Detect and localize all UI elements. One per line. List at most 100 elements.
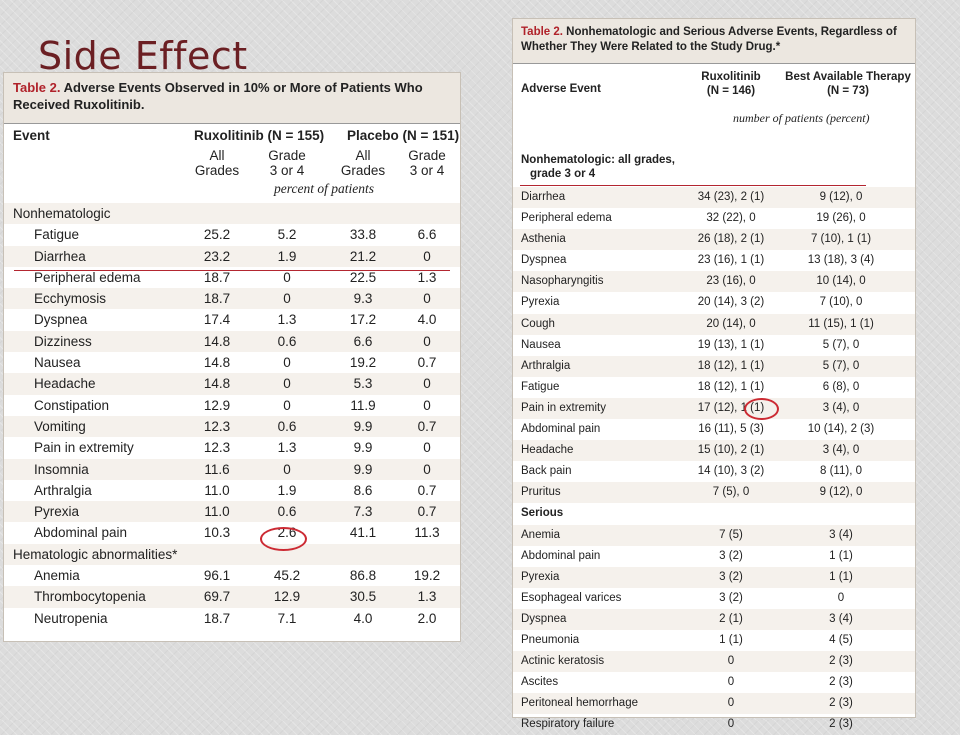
event-name: Asthenia xyxy=(521,233,566,246)
table-caption-text: Adverse Events Observed in 10% or More o… xyxy=(13,80,423,112)
cell-value: 0.7 xyxy=(417,504,437,520)
table-row: Neutropenia 18.7 7.1 4.0 2.0 xyxy=(4,608,460,629)
event-name: Thrombocytopenia xyxy=(34,589,146,605)
section-row-nonhematologic: Nonhematologic xyxy=(4,203,460,225)
table-row: Pruritus 7 (5), 0 9 (12), 0 xyxy=(513,482,915,504)
table-row: Nasopharyngitis 23 (16), 0 10 (14), 0 xyxy=(513,271,915,293)
table-row: Dyspnea 17.4 1.3 17.2 4.0 xyxy=(4,309,460,330)
cell-value: 0 xyxy=(283,461,291,477)
cell-value-ruxolitinib: 32 (22), 0 xyxy=(706,212,756,225)
cell-value-ruxolitinib: 0 xyxy=(727,718,735,731)
cell-value: 17.2 xyxy=(349,312,377,328)
event-name: Nausea xyxy=(521,338,561,351)
cell-value: 5.2 xyxy=(277,227,297,243)
cell-value-bat: 3 (4), 0 xyxy=(822,444,860,457)
cell-value-ruxolitinib: 0 xyxy=(727,655,735,668)
group2-name: Best Available Therapy xyxy=(785,71,911,83)
event-name: Headache xyxy=(521,444,574,457)
cell-value: 0.7 xyxy=(417,418,437,434)
table-body: Diarrhea 34 (23), 2 (1) 9 (12), 0 Periphera… xyxy=(513,187,915,735)
event-name: Pneumonia xyxy=(521,633,580,646)
table-row: Nausea 19 (13), 1 (1) 5 (7), 0 xyxy=(513,335,915,356)
cell-value: 5.3 xyxy=(353,376,373,392)
table-caption: Table 2. Adverse Events Observed in 10% … xyxy=(4,73,460,123)
cell-value-ruxolitinib: 7 (5) xyxy=(719,528,743,541)
cell-value: 11.0 xyxy=(204,504,230,520)
table-row: Respiratory failure 0 2 (3) xyxy=(513,714,915,735)
cell-value: 1.3 xyxy=(417,589,437,605)
group2-n: (N = 73) xyxy=(827,85,869,97)
event-name: Arthralgia xyxy=(34,482,92,498)
table-body: Nonhematologic Fatigue 25.2 5.2 33.8 6.6 Diarr… xyxy=(4,203,460,629)
cell-value: 9.3 xyxy=(353,291,373,307)
subcol-3or4-label: 3 or 4 xyxy=(269,163,305,178)
cell-value: 12.3 xyxy=(203,418,231,434)
section-label-line1: Nonhematologic: all grades, xyxy=(521,154,675,166)
cell-value-ruxolitinib: 18 (12), 1 (1) xyxy=(697,359,765,372)
event-name: Actinic keratosis xyxy=(521,655,605,668)
table-row: Asthenia 26 (18), 2 (1) 7 (10), 1 (1) xyxy=(513,229,915,251)
cell-value-bat: 5 (7), 0 xyxy=(822,359,860,372)
event-name: Constipation xyxy=(34,397,110,413)
cell-value: 0 xyxy=(423,248,431,264)
slide-title: Side Effect xyxy=(38,34,248,78)
table-row: Anemia 96.1 45.2 86.8 19.2 xyxy=(4,565,460,586)
event-name: Diarrhea xyxy=(521,191,566,203)
cell-value-ruxolitinib: 3 (2) xyxy=(719,570,743,583)
table-row: Diarrhea 34 (23), 2 (1) 9 (12), 0 xyxy=(513,187,915,209)
table-row: Insomnia 11.6 0 9.9 0 xyxy=(4,458,460,480)
cell-value-bat: 10 (14), 2 (3) xyxy=(807,423,875,436)
table-row: Ascites 0 2 (3) xyxy=(513,672,915,693)
cell-value-bat: 7 (10), 1 (1) xyxy=(810,233,872,246)
event-name: Ecchymosis xyxy=(34,291,107,307)
event-name: Fatigue xyxy=(521,380,560,393)
table-row: Dyspnea 2 (1) 3 (4) xyxy=(513,608,915,630)
subcol-grade-label: Grade xyxy=(408,148,446,163)
table-row: Vomiting 12.3 0.6 9.9 0.7 xyxy=(4,415,460,438)
section-label-line2: grade 3 or 4 xyxy=(530,168,596,180)
event-name: Esophageal varices xyxy=(521,591,622,604)
table-row: Arthralgia 11.0 1.9 8.6 0.7 xyxy=(4,480,460,501)
table-row: Abdominal pain 3 (2) 1 (1) xyxy=(513,546,915,567)
table-caption-text: Nonhematologic and Serious Adverse Event… xyxy=(521,26,897,53)
cell-value: 9.9 xyxy=(353,440,373,456)
cell-value-bat: 1 (1) xyxy=(829,570,853,583)
event-name: Dyspnea xyxy=(521,612,567,625)
cell-value: 14.8 xyxy=(203,333,231,349)
group1-name: Ruxolitinib xyxy=(701,71,761,83)
cell-value: 1.3 xyxy=(417,269,437,285)
cell-value-ruxolitinib: 18 (12), 1 (1) xyxy=(697,380,765,393)
cell-value-bat: 3 (4) xyxy=(829,528,853,541)
highlight-circle-abdominal-pain-left xyxy=(260,527,307,551)
event-name: Abdominal pain xyxy=(34,525,128,541)
cell-value: 0 xyxy=(283,291,291,307)
cell-value-ruxolitinib: 14 (10), 3 (2) xyxy=(697,465,765,478)
cell-value: 23.2 xyxy=(203,248,231,264)
event-name: Dyspnea xyxy=(34,312,88,328)
cell-value: 0 xyxy=(423,291,431,307)
table-row: Pneumonia 1 (1) 4 (5) xyxy=(513,630,915,651)
cell-value-ruxolitinib: 16 (11), 5 (3) xyxy=(698,423,764,436)
section-row-hematologic: Hematologic abnormalities* xyxy=(4,543,460,566)
cell-value: 22.5 xyxy=(349,269,377,285)
table-row: Peripheral edema 32 (22), 0 19 (26), 0 xyxy=(513,208,915,229)
subcol-grade-label: Grade xyxy=(268,148,306,163)
cell-value: 7.1 xyxy=(277,610,297,626)
table-number: Table 2. xyxy=(521,26,563,38)
table-row: Abdominal pain 16 (11), 5 (3) 10 (14), 2 (… xyxy=(513,419,915,440)
cell-value-bat: 7 (10), 0 xyxy=(819,296,863,309)
cell-value: 69.7 xyxy=(203,589,231,605)
cell-value-ruxolitinib: 0 xyxy=(727,676,735,689)
table-row: Pyrexia 3 (2) 1 (1) xyxy=(513,566,915,588)
cell-value-bat: 5 (7), 0 xyxy=(822,338,860,351)
table-row: Constipation 12.9 0 11.9 0 xyxy=(4,395,460,416)
table-column-header: Adverse Event Ruxolitinib (N = 146) Best … xyxy=(513,63,915,152)
cell-value: 0 xyxy=(423,397,431,413)
cell-value: 12.9 xyxy=(203,397,231,413)
subcol-grade34-2: Grade 3 or 4 xyxy=(402,148,452,178)
table-row: Fatigue 25.2 5.2 33.8 6.6 xyxy=(4,224,460,245)
cell-value: 14.8 xyxy=(203,355,231,371)
table-row: Ecchymosis 18.7 0 9.3 0 xyxy=(4,288,460,310)
cell-value-ruxolitinib: 0 xyxy=(727,697,735,710)
event-name: Dizziness xyxy=(34,333,92,349)
